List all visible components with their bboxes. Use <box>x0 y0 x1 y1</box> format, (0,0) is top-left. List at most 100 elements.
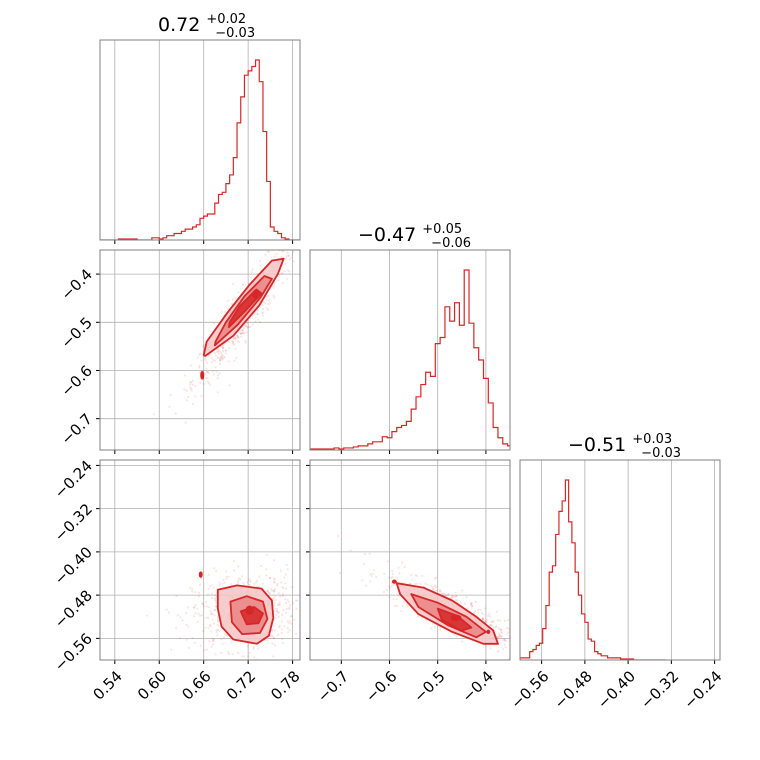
scatter-point <box>277 615 280 619</box>
scatter-point <box>190 389 193 392</box>
scatter-point <box>191 383 194 386</box>
scatter-point <box>470 602 473 605</box>
scatter-point <box>221 310 224 313</box>
title-3-value: −0.51 <box>568 434 626 456</box>
scatter-point <box>241 329 244 332</box>
scatter-point <box>269 302 272 305</box>
scatter-point <box>227 575 230 578</box>
scatter-point <box>207 381 210 384</box>
axes-layer <box>96 39 721 664</box>
scatter-point <box>221 349 225 353</box>
scatter-point <box>216 616 219 619</box>
scatter-point <box>273 604 276 607</box>
scatter-point <box>228 384 231 387</box>
scatter-point <box>497 649 500 653</box>
scatter-point <box>214 594 217 597</box>
scatter-point <box>175 594 178 598</box>
scatter-point <box>228 347 231 350</box>
scatter-point <box>261 312 264 315</box>
scatter-point <box>284 611 288 614</box>
scatter-point <box>511 638 513 640</box>
scatter-point <box>287 622 290 625</box>
scatter-point <box>500 631 504 634</box>
scatter-point <box>220 353 223 356</box>
scatter-point <box>207 587 210 590</box>
scatter-point <box>455 595 458 598</box>
scatter-point <box>526 637 528 639</box>
scatter-point <box>244 324 247 328</box>
scatter-point <box>276 582 279 586</box>
scatter-point <box>213 608 217 612</box>
scatter-point <box>311 583 313 585</box>
scatter-point <box>267 250 271 253</box>
scatter-point <box>219 358 222 361</box>
scatter-point <box>206 380 209 383</box>
scatter-point <box>197 591 201 594</box>
scatter-point <box>441 592 444 595</box>
scatter-point <box>482 619 485 622</box>
panel-title-param-2: −0.47 +0.05 −0.06 <box>358 216 471 251</box>
scatter-point <box>503 639 506 642</box>
scatter-point <box>395 604 398 608</box>
scatter-point <box>201 602 204 606</box>
scatter-point <box>227 340 230 343</box>
scatter-point <box>455 595 458 598</box>
scatter-point <box>237 336 240 339</box>
scatter-point <box>196 607 199 610</box>
title-2-lower-error: −0.06 <box>431 236 471 251</box>
scatter-point <box>439 590 442 593</box>
scatter-point <box>474 601 477 604</box>
scatter-point <box>208 606 211 609</box>
scatter-point <box>234 347 237 350</box>
scatter-point <box>202 345 205 348</box>
scatter-point <box>499 630 503 634</box>
scatter-point <box>250 276 253 279</box>
scatter-point <box>196 356 199 359</box>
scatter-point <box>477 608 480 611</box>
scatter-point <box>465 596 468 599</box>
scatter-point <box>497 635 500 638</box>
scatter-point <box>459 601 462 604</box>
x-tick-label: 0.54 <box>89 667 125 703</box>
scatter-point <box>410 573 413 577</box>
scatter-point <box>241 283 244 286</box>
scatter-point <box>198 353 201 356</box>
x-tick-label: −0.32 <box>637 667 682 712</box>
scatter-point <box>189 364 193 367</box>
scatter-point <box>218 349 221 352</box>
scatter-point <box>266 589 269 592</box>
scatter-point <box>456 599 459 602</box>
scatter-point <box>211 618 214 621</box>
scatter-point <box>205 376 208 379</box>
scatter-point <box>214 598 217 601</box>
scatter-point <box>183 388 186 391</box>
scatter-point <box>507 631 510 634</box>
scatter-point <box>242 327 245 330</box>
scatter-point <box>219 362 222 365</box>
scatter-layer <box>145 250 530 660</box>
scatter-point <box>391 573 394 576</box>
scatter-point <box>247 326 250 329</box>
scatter-point <box>315 611 317 613</box>
scatter-point <box>387 576 390 579</box>
title-2-upper-error: +0.05 <box>422 222 462 237</box>
scatter-point <box>221 347 225 350</box>
scatter-point <box>470 602 473 605</box>
scatter-point <box>439 628 442 631</box>
tick-label-layer: 0.54 0.60 0.66 0.72 0.78 −0.7 −0.6 −0.5 −0.4 −0.5… <box>51 265 726 712</box>
scatter-point <box>382 590 385 594</box>
scatter-point <box>179 637 182 640</box>
scatter-point <box>223 632 226 636</box>
scatter-point <box>254 320 257 323</box>
scatter-point <box>225 633 228 637</box>
scatter-point <box>495 610 499 613</box>
scatter-point <box>528 649 530 651</box>
scatter-point <box>198 364 201 368</box>
scatter-point <box>277 611 280 614</box>
scatter-point <box>503 619 506 623</box>
scatter-point <box>293 618 296 622</box>
scatter-point <box>408 582 412 585</box>
scatter-point <box>403 600 406 604</box>
scatter-point <box>305 604 307 606</box>
scatter-point <box>286 269 289 272</box>
